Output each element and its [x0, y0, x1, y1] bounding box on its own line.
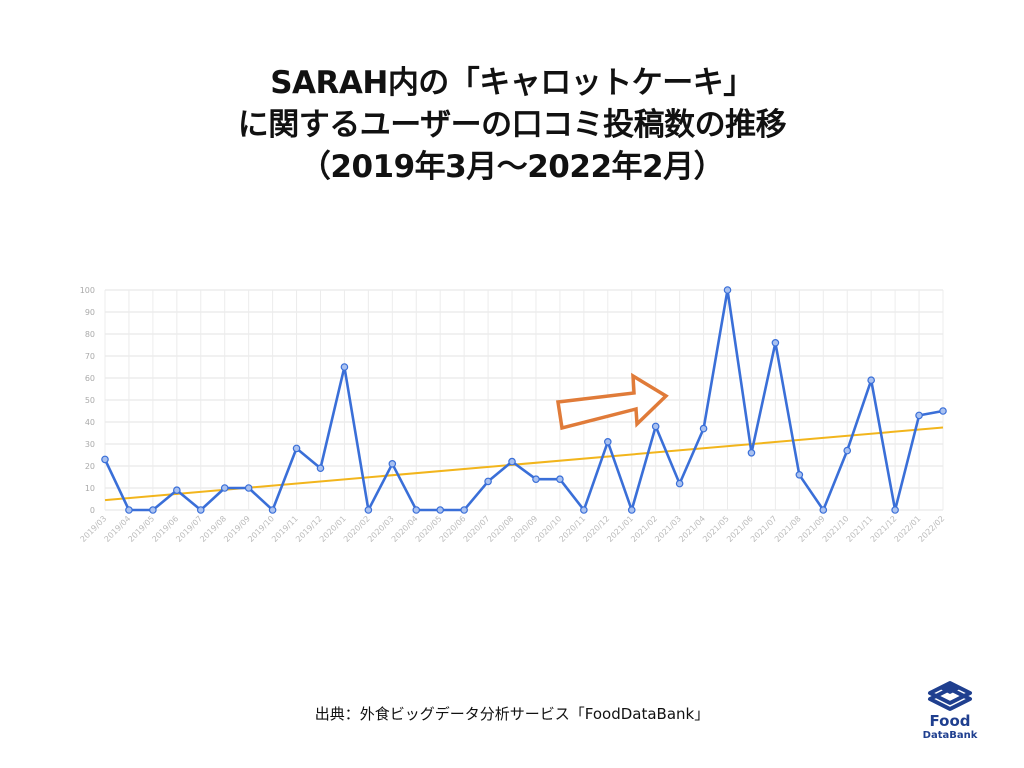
data-point [675, 479, 684, 488]
arrow-icon [555, 372, 669, 431]
data-point [603, 437, 612, 446]
data-point [819, 506, 828, 514]
data-point [196, 506, 205, 514]
data-point [723, 286, 732, 294]
title-line-3: （2019年3月〜2022年2月） [299, 149, 725, 185]
x-axis-ticks: 2019/032019/042019/052019/062019/072019/… [79, 514, 947, 544]
fooddatabank-logo: Food DataBank [912, 676, 988, 746]
data-point [244, 484, 253, 492]
data-point [268, 506, 277, 514]
data-point [915, 411, 923, 420]
chart-grid [104, 289, 944, 511]
data-point [101, 455, 109, 464]
y-tick-label: 80 [85, 330, 95, 339]
data-point [388, 459, 397, 468]
data-point [125, 506, 133, 514]
stacked-database-icon [928, 681, 972, 711]
chart-title: SARAH内の「キャロットケーキ」 に関するユーザーの口コミ投稿数の推移 （20… [0, 62, 1024, 188]
data-point [292, 444, 301, 453]
data-point [412, 506, 421, 514]
y-tick-label: 70 [85, 352, 95, 361]
data-point [891, 506, 899, 514]
logo-text-food: Food [929, 712, 971, 730]
data-point [484, 477, 492, 486]
y-tick-label: 20 [85, 462, 95, 471]
data-point [364, 506, 373, 514]
y-tick-label: 60 [85, 374, 95, 383]
y-axis-ticks: 0 10 20 30 40 50 60 70 80 90 100 [80, 286, 95, 515]
data-point [651, 422, 660, 431]
arrow-right-icon [555, 372, 669, 431]
data-point [173, 486, 181, 495]
data-point [627, 506, 636, 514]
data-point [556, 475, 564, 484]
data-point [460, 506, 468, 514]
title-line-2: に関するユーザーの口コミ投稿数の推移 [237, 107, 787, 143]
data-point [699, 424, 708, 433]
data-point [843, 446, 852, 455]
data-point [316, 464, 325, 473]
series-line [103, 288, 945, 512]
data-point [436, 506, 445, 514]
data-point [508, 457, 516, 466]
data-point [771, 338, 780, 347]
y-tick-label: 0 [90, 506, 95, 515]
data-point [580, 506, 588, 514]
y-tick-label: 30 [85, 440, 95, 449]
data-point [747, 448, 756, 457]
data-point [149, 506, 157, 514]
source-credit: 出典：外食ビッグデータ分析サービス「FoodDataBank」 [314, 705, 710, 723]
y-tick-label: 40 [85, 418, 95, 427]
data-point [532, 475, 540, 484]
y-tick-label: 100 [80, 286, 95, 295]
y-tick-label: 50 [85, 396, 95, 405]
x-tick-label: 2022/02 [917, 514, 947, 544]
data-point [939, 407, 947, 415]
series-layer [101, 286, 947, 514]
logo-text-databank: DataBank [922, 730, 978, 741]
data-point [795, 470, 804, 479]
data-point [220, 484, 229, 492]
data-point [867, 376, 875, 385]
title-line-1: SARAH内の「キャロットケーキ」 [270, 65, 754, 101]
y-tick-label: 90 [85, 308, 95, 317]
y-tick-label: 10 [85, 484, 95, 493]
data-point [340, 363, 349, 371]
